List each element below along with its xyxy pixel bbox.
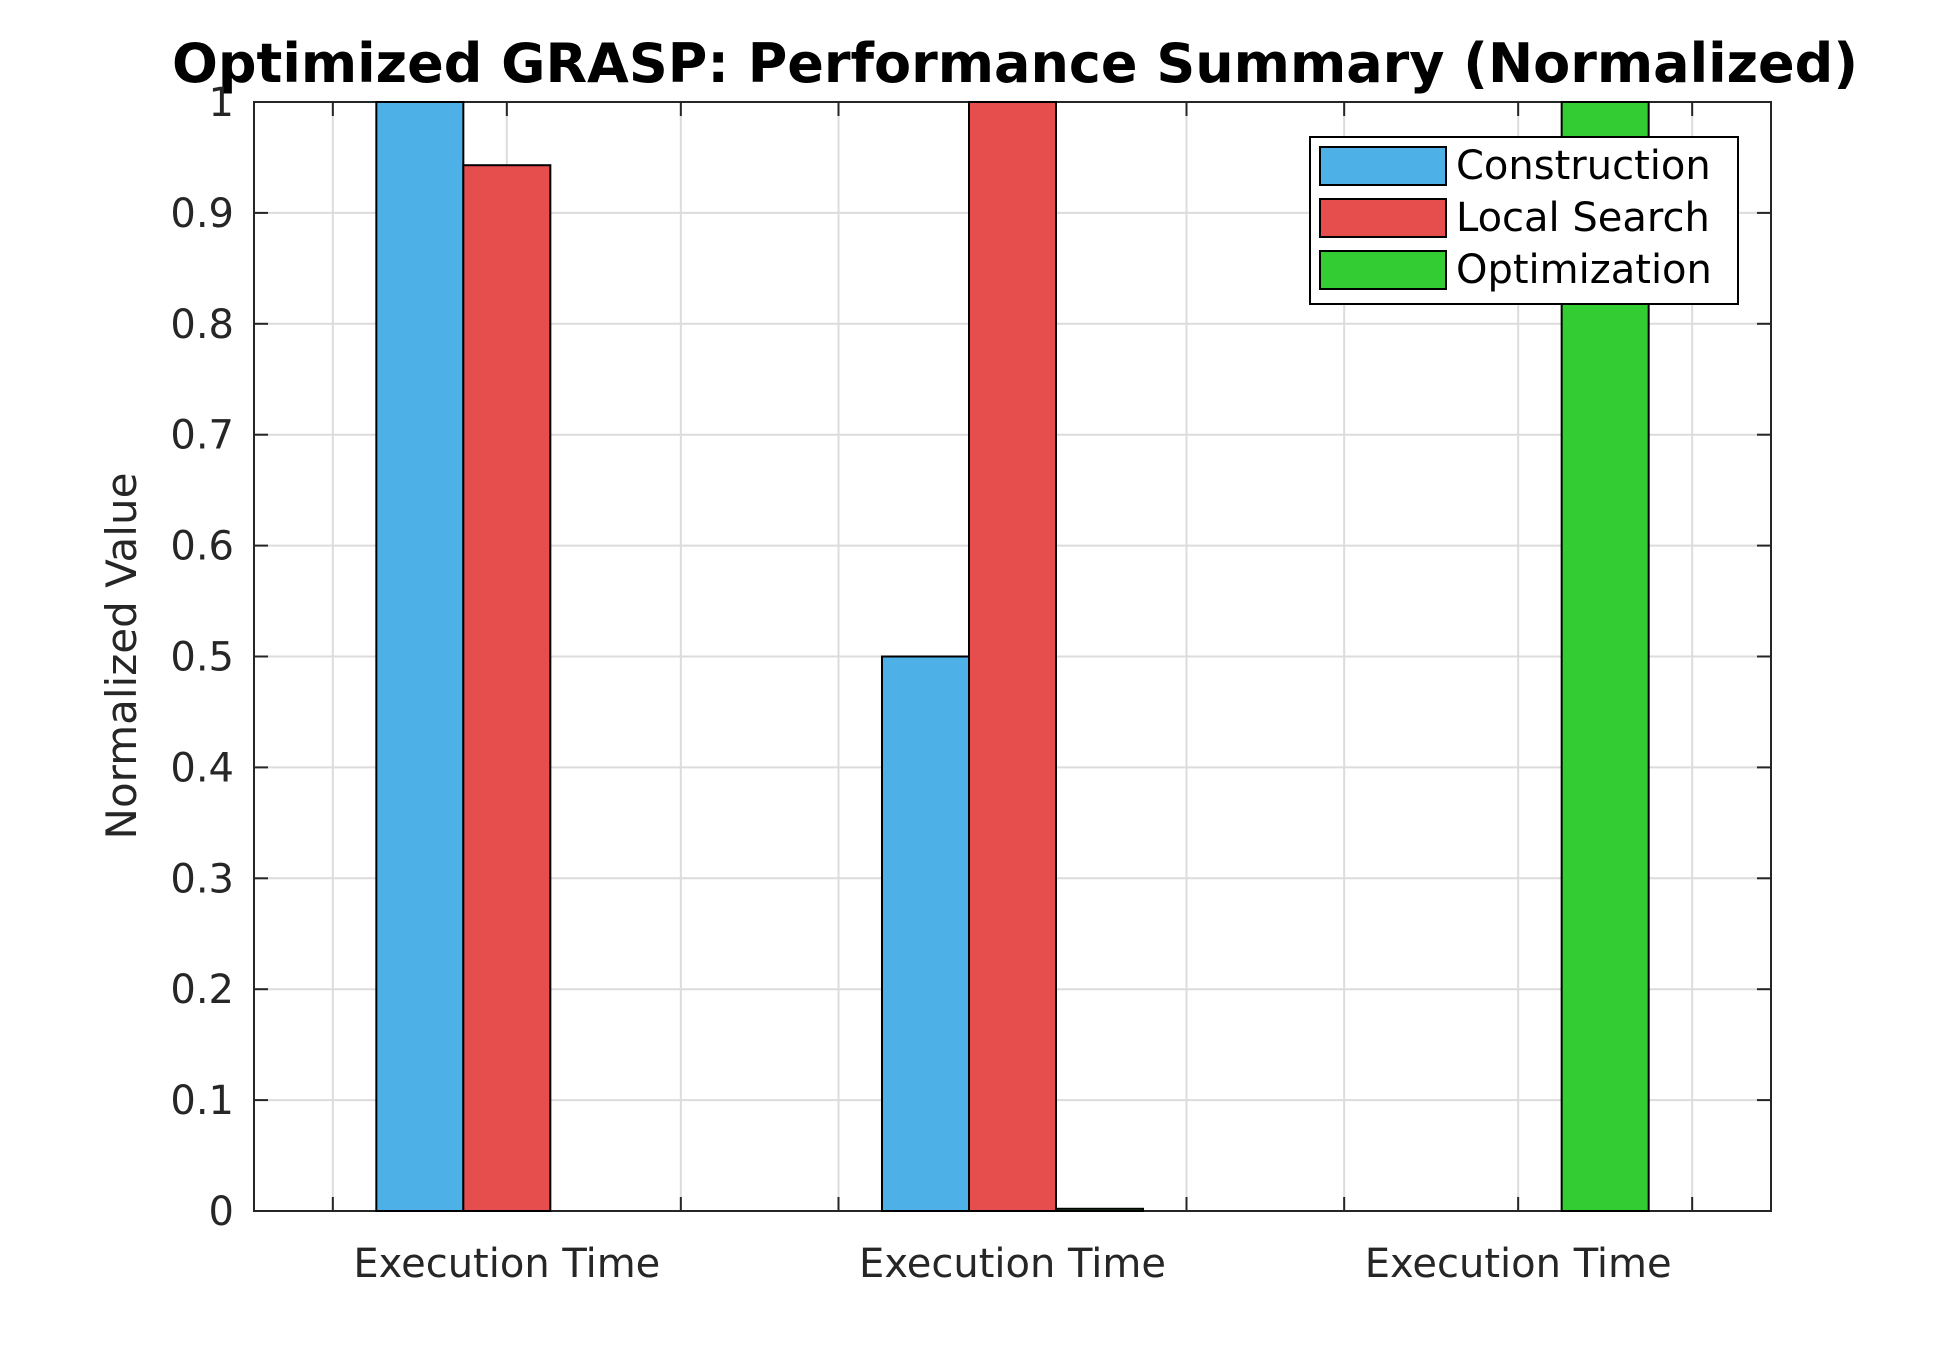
bar-construction [375, 101, 465, 1212]
legend: Construction Local Search Optimization [1309, 136, 1739, 305]
y-tick-label: 0.8 [170, 302, 234, 348]
bars [375, 101, 1650, 1212]
y-tick-label: 0.3 [170, 856, 234, 902]
y-tick-label: 0.2 [170, 967, 234, 1013]
chart-title: Optimized GRASP: Performance Summary (No… [172, 32, 1858, 95]
x-tick-label: Execution Time [1365, 1241, 1672, 1287]
bar-local-search [968, 101, 1057, 1212]
legend-swatch [1319, 198, 1447, 238]
y-tick-label: 0.5 [170, 635, 234, 681]
y-axis-label: Normalized Value [97, 473, 146, 840]
legend-swatch [1319, 146, 1447, 186]
legend-label: Optimization [1456, 247, 1712, 293]
y-tick-label: 0 [209, 1189, 234, 1235]
y-tick-labels: 0 0.1 0.2 0.3 0.4 0.5 0.6 0.7 0.8 0.9 1 [170, 80, 234, 1235]
x-tick-label: Execution Time [859, 1241, 1166, 1287]
y-tick-label: 0.6 [170, 524, 234, 570]
legend-swatch [1319, 250, 1447, 290]
bar-optimization [1055, 1207, 1144, 1212]
legend-label: Construction [1456, 143, 1711, 189]
y-tick-label: 0.4 [170, 745, 234, 791]
x-tick-labels: Execution Time Execution Time Execution Ti… [353, 1241, 1671, 1287]
bar-construction [881, 655, 970, 1212]
x-tick-label: Execution Time [353, 1241, 660, 1287]
y-tick-label: 0.1 [170, 1078, 234, 1124]
y-tick-label: 1 [209, 80, 234, 126]
bar-local-search [462, 164, 552, 1212]
y-tick-label: 0.7 [170, 413, 234, 459]
legend-label: Local Search [1456, 195, 1710, 241]
y-tick-label: 0.9 [170, 191, 234, 237]
